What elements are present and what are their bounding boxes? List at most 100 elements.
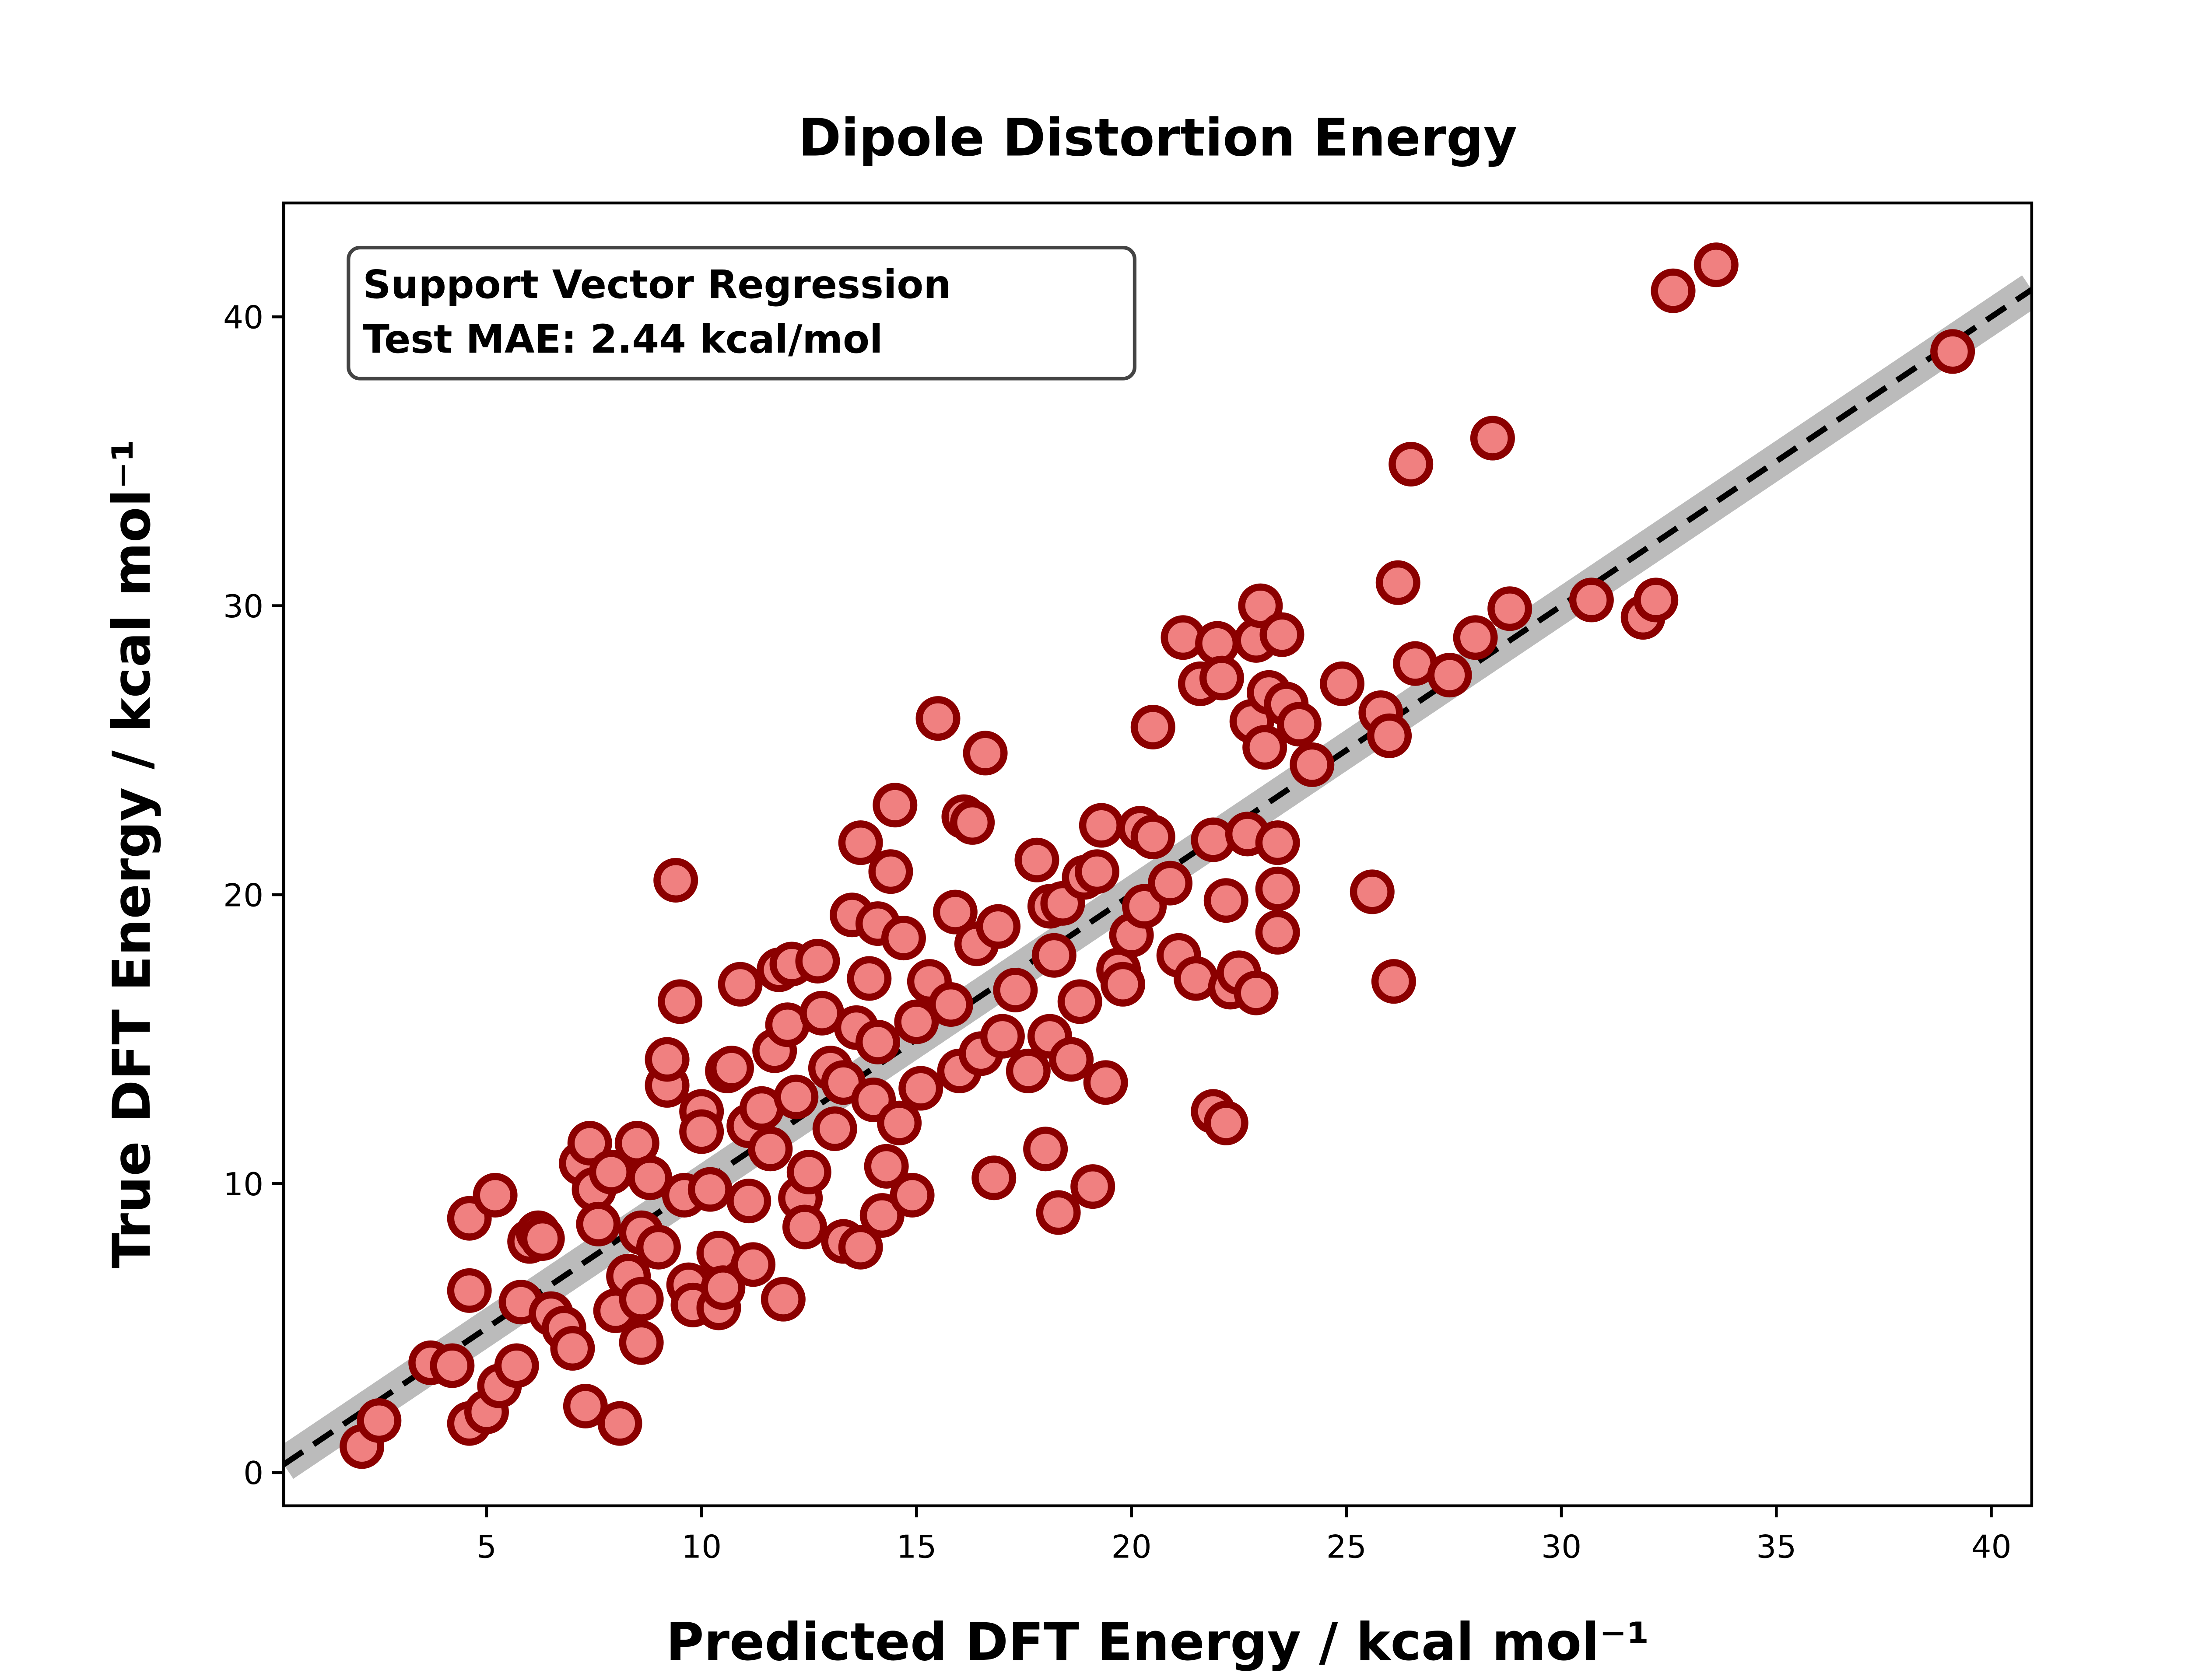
x-tick-label: 5 [477, 1529, 497, 1565]
annotation-line: Test MAE: 2.44 kcal/mol [363, 317, 883, 362]
scatter-point [567, 1121, 612, 1166]
chart-title: Dipole Distortion Energy [798, 107, 1517, 168]
scatter-point [1375, 560, 1420, 605]
scatter-point [636, 1225, 681, 1270]
y-tick-label: 0 [243, 1455, 263, 1492]
scatter-point [963, 731, 1008, 776]
scatter-point [473, 1172, 518, 1218]
scatter-point [1276, 702, 1322, 747]
y-tick-label: 20 [223, 877, 263, 914]
scatter-point [873, 783, 918, 828]
scatter-point [1930, 329, 1975, 374]
scatter-point [731, 1242, 776, 1287]
scatter-point [1083, 1060, 1128, 1105]
scatter-point [1006, 1048, 1051, 1093]
scatter-point [1203, 878, 1248, 923]
scatter-point [494, 1343, 539, 1388]
scatter-point [928, 982, 973, 1027]
scatter-point [563, 1383, 608, 1429]
scatter-point [1075, 849, 1120, 894]
scatter-point [1350, 869, 1395, 914]
x-tick-label: 10 [681, 1529, 722, 1565]
scatter-point [976, 904, 1021, 949]
scatter-point [1651, 268, 1696, 313]
scatter-point [1634, 578, 1679, 623]
x-tick-label: 20 [1112, 1529, 1152, 1565]
scatter-point [628, 1155, 673, 1200]
scatter-point [726, 1179, 771, 1224]
scatter-point [357, 1398, 402, 1443]
scatter-point [1014, 837, 1059, 882]
scatter-point [597, 1401, 642, 1446]
scatter-point [1242, 725, 1287, 770]
scatter-point [1255, 910, 1300, 955]
scatter-point [1036, 1190, 1081, 1235]
x-tick-label: 40 [1971, 1529, 2011, 1565]
scatter-point [868, 849, 913, 894]
scatter-point [1057, 979, 1102, 1024]
scatter-point [1694, 242, 1739, 287]
scatter-point [1130, 704, 1175, 749]
scatter-point [1371, 959, 1416, 1004]
scatter-point [1130, 814, 1175, 859]
scatter-point [933, 889, 978, 934]
scatter-point [1320, 661, 1365, 706]
x-axis-label: Predicted DFT Energy / kcal mol⁻¹ [666, 1612, 1649, 1672]
scatter-point [1100, 962, 1145, 1007]
scatter-point [864, 1144, 909, 1189]
scatter-point [980, 1014, 1025, 1059]
scatter-point [658, 979, 703, 1024]
scatter-point [1255, 866, 1300, 911]
scatter-point [898, 1066, 943, 1111]
scatter-point [761, 1277, 806, 1322]
scatter-point [576, 1201, 621, 1246]
scatter-point [993, 967, 1038, 1012]
y-tick-label: 30 [223, 588, 263, 625]
scatter-point [1367, 713, 1412, 758]
scatter-point [1079, 803, 1124, 848]
plot-area [284, 242, 2032, 1479]
y-axis-label: True DFT Energy / kcal mol⁻¹ [102, 439, 162, 1268]
scatter-point [786, 1150, 831, 1195]
y-tick-label: 40 [223, 299, 263, 336]
scatter-point [520, 1216, 565, 1261]
scatter-point [1203, 1100, 1248, 1145]
scatter-point [795, 938, 840, 984]
scatter-point [430, 1343, 475, 1388]
scatter-point [447, 1268, 492, 1313]
scatter-point [1023, 1127, 1068, 1172]
scatter-point [1569, 578, 1614, 623]
scatter-point [653, 858, 698, 903]
scatter-point [950, 800, 995, 845]
scatter-point [1487, 586, 1532, 631]
scatter-point [812, 1106, 857, 1151]
scatter-point [1389, 441, 1434, 486]
scatter-point [679, 1109, 724, 1154]
scatter-point [915, 696, 961, 741]
x-tick-label: 35 [1756, 1529, 1796, 1565]
scatter-point [1427, 653, 1472, 698]
scatter-point [718, 962, 763, 1007]
scatter-point [1453, 615, 1498, 660]
scatter-point [1234, 970, 1279, 1015]
scatter-point [1148, 861, 1193, 906]
scatter-point [877, 1100, 922, 1145]
scatter-point [687, 1167, 733, 1212]
scatter-point [1290, 742, 1335, 787]
axes-frame [282, 201, 2034, 1508]
scatter-point [890, 1172, 935, 1218]
scatter-point [847, 956, 892, 1001]
scatter-point [709, 1046, 754, 1091]
scatter-point [1259, 612, 1304, 657]
x-tick-label: 15 [896, 1529, 936, 1565]
scatter-point [855, 1019, 900, 1064]
scatter-point [782, 1204, 827, 1250]
scatter-point [838, 1225, 883, 1270]
scatter-point [1238, 583, 1283, 628]
scatter-point [1255, 820, 1300, 865]
x-tick-label: 30 [1541, 1529, 1581, 1565]
scatter-point [838, 820, 883, 865]
scatter-point [619, 1277, 664, 1322]
